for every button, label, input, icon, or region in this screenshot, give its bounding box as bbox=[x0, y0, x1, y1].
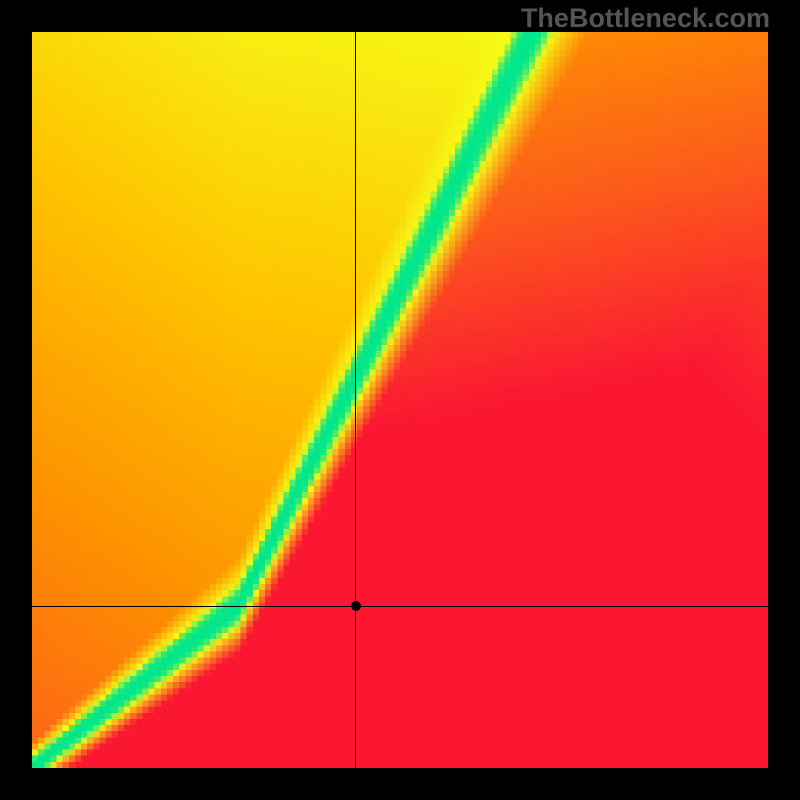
crosshair-horizontal bbox=[32, 606, 768, 607]
crosshair-vertical bbox=[355, 32, 356, 768]
chart-container: TheBottleneck.com bbox=[0, 0, 800, 800]
bottleneck-heatmap bbox=[32, 32, 768, 768]
crosshair-marker bbox=[351, 601, 361, 611]
watermark-text: TheBottleneck.com bbox=[521, 3, 770, 34]
